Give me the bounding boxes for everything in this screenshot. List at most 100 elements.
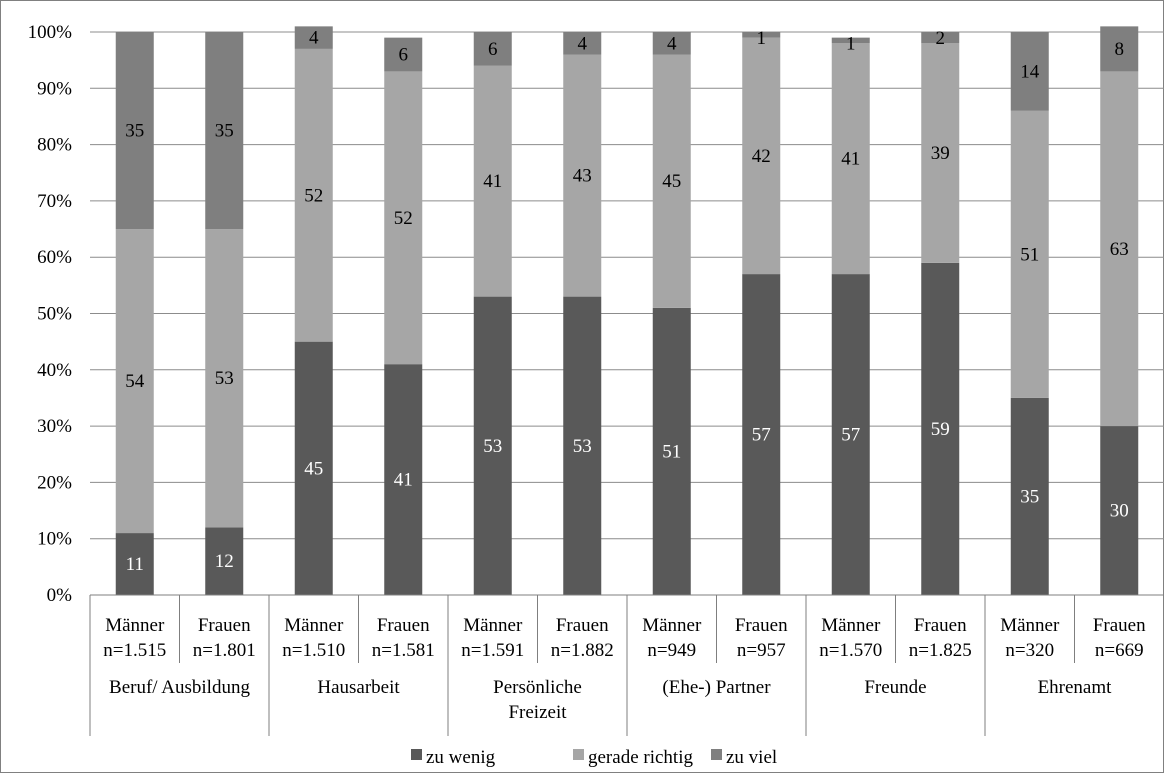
category-label-n: n=957 [737, 640, 786, 661]
bar-segment [831, 37, 870, 44]
data-label: 53 [483, 436, 502, 457]
category-axis: Männer n=1.515 Frauen n=1.801 Männer n=1.510 F… [89, 594, 1164, 736]
data-label: 54 [125, 371, 145, 392]
category-label-gender: Frauen [198, 615, 251, 636]
bar-segment [563, 296, 602, 595]
bar-segment [1100, 26, 1139, 72]
bar-segment [1010, 32, 1049, 111]
group-label: Hausarbeit [317, 677, 400, 698]
group-label: Freunde [864, 677, 926, 698]
category-label-gender: Männer [821, 615, 881, 636]
data-label: 39 [931, 143, 950, 164]
category-label-n: n=1.801 [193, 640, 256, 661]
bar-segment [1010, 110, 1049, 398]
category-label-gender: Frauen [735, 615, 788, 636]
data-label: 51 [1020, 244, 1039, 265]
category-label-n: n=1.581 [372, 640, 435, 661]
data-label: 41 [394, 470, 413, 491]
data-label: 45 [304, 458, 323, 479]
y-tick-label: 20% [37, 472, 72, 493]
data-label: 51 [662, 441, 681, 462]
y-tick-label: 80% [37, 135, 72, 156]
bar-segment [205, 229, 244, 528]
data-label: 4 [578, 33, 588, 54]
bar-segment [384, 37, 423, 72]
category-label-gender: Männer [1000, 615, 1060, 636]
legend-swatch [573, 749, 584, 760]
y-tick-label: 30% [37, 416, 72, 437]
bar-segment [473, 32, 512, 66]
bar-segment [563, 54, 602, 297]
bar-segment [831, 43, 870, 275]
y-tick-label: 0% [47, 585, 73, 606]
bar-segment [115, 32, 154, 230]
bar-segment [742, 32, 781, 38]
y-tick-label: 90% [37, 78, 72, 99]
data-label: 12 [215, 551, 234, 572]
data-label: 14 [1020, 61, 1040, 82]
data-label: 53 [215, 368, 234, 389]
category-label-gender: Männer [105, 615, 165, 636]
data-labels: 1154351253354552441526534165343451454574… [125, 28, 1129, 575]
legend-label: gerade richtig [588, 747, 693, 768]
bar-segment [1010, 397, 1049, 595]
y-tick-label: 70% [37, 191, 72, 212]
legend-swatch [711, 749, 722, 760]
category-label-n: n=1.825 [909, 640, 972, 661]
bar-segment [294, 48, 333, 342]
y-tick-label: 50% [37, 304, 72, 325]
category-label-gender: Männer [463, 615, 523, 636]
legend: zu wenig gerade richtig zu viel [411, 747, 777, 768]
category-label-gender: Frauen [556, 615, 609, 636]
y-tick-label: 100% [28, 22, 73, 43]
bar-segment [1100, 426, 1139, 595]
data-label: 42 [752, 146, 771, 167]
legend-label: zu viel [726, 747, 777, 768]
group-label-line: Persönliche [493, 677, 582, 698]
bar-segment [294, 26, 333, 49]
bar-segment [652, 54, 691, 308]
data-label: 63 [1110, 239, 1129, 260]
category-label-n: n=1.510 [282, 640, 345, 661]
bar-segment [921, 43, 960, 263]
category-label-n: n=1.591 [461, 640, 524, 661]
bar-segment [384, 71, 423, 365]
group-label-line: Freizeit [508, 702, 567, 723]
bar-segment [921, 32, 960, 44]
data-label: 4 [667, 33, 677, 54]
data-label: 6 [399, 45, 409, 66]
bar-segment [563, 32, 602, 55]
data-label: 11 [126, 554, 144, 575]
bar-segment [652, 32, 691, 55]
bar-segment [473, 65, 512, 297]
data-label: 52 [394, 208, 413, 229]
data-label: 59 [931, 419, 950, 440]
bars [115, 26, 1139, 595]
data-label: 1 [846, 34, 856, 55]
data-label: 35 [215, 121, 234, 142]
data-label: 30 [1110, 501, 1129, 522]
category-label-n: n=1.882 [551, 640, 614, 661]
bar-segment [831, 274, 870, 595]
group-label: Ehrenamt [1038, 677, 1113, 698]
data-label: 2 [936, 28, 946, 49]
data-label: 52 [304, 185, 323, 206]
bar-segment [294, 341, 333, 595]
bar-segment [205, 32, 244, 230]
data-label: 45 [662, 171, 681, 192]
data-label: 57 [841, 425, 860, 446]
data-label: 1 [757, 28, 767, 49]
data-label: 35 [125, 121, 144, 142]
data-label: 4 [309, 28, 319, 49]
y-tick-label: 40% [37, 360, 72, 381]
bar-segment [742, 274, 781, 595]
category-label-gender: Männer [642, 615, 702, 636]
bar-segment [652, 307, 691, 595]
bar-segment [205, 527, 244, 595]
bar-segment [921, 262, 960, 595]
data-label: 43 [573, 166, 592, 187]
category-label-n: n=1.570 [819, 640, 882, 661]
group-label: Beruf/ Ausbildung [109, 677, 250, 698]
data-label: 35 [1020, 486, 1039, 507]
